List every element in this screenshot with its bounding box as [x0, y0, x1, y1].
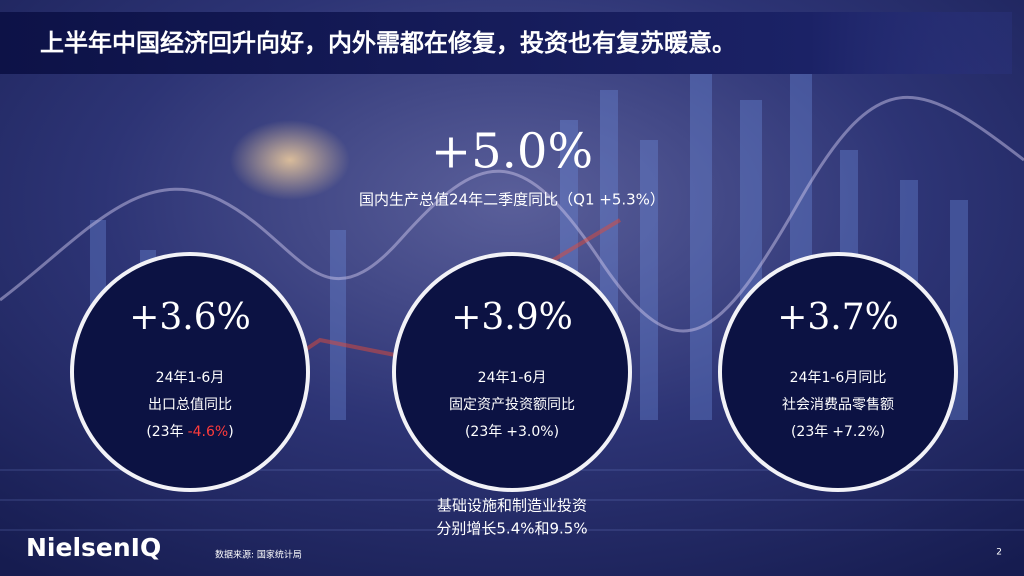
logo: NielsenIQ — [26, 533, 161, 562]
stat-comparison: (23年 +3.0%) — [465, 424, 559, 440]
page-number: 2 — [996, 548, 1002, 558]
comparison-figure: +3.0% — [506, 424, 553, 440]
stat-comparison: (23年 +7.2%) — [791, 424, 885, 440]
background-curve — [0, 95, 1024, 333]
stat-value: +3.9% — [451, 297, 573, 338]
title-bar — [0, 12, 1012, 74]
comparison-figure: +7.2% — [832, 424, 879, 440]
stat-line: 出口总值同比 — [148, 397, 232, 413]
stat-line: 24年1-6月 — [478, 370, 547, 386]
comparison-suffix: ) — [880, 424, 885, 440]
headline-value: +5.0% — [431, 124, 593, 180]
stat-line: 24年1-6月同比 — [790, 370, 887, 386]
background-glow — [230, 120, 350, 200]
stat-value: +3.7% — [777, 297, 899, 338]
note-line: 分别增长5.4%和9.5% — [436, 520, 587, 538]
comparison-suffix: ) — [554, 424, 559, 440]
headline-label: 国内生产总值24年二季度同比（Q1 +5.3%） — [359, 191, 665, 209]
stat-line: 社会消费品零售额 — [782, 397, 894, 413]
source: 数据来源: 国家统计局 — [215, 549, 302, 561]
comparison-figure: -4.6% — [188, 424, 229, 440]
stat-value: +3.6% — [129, 297, 251, 338]
slide-title: 上半年中国经济回升向好，内外需都在修复，投资也有复苏暖意。 — [40, 29, 736, 57]
comparison-prefix: (23年 — [791, 424, 828, 440]
comparison-prefix: (23年 — [465, 424, 502, 440]
stat-comparison: (23年 -4.6%) — [146, 424, 233, 440]
stat-line: 固定资产投资额同比 — [449, 397, 575, 413]
comparison-suffix: ) — [228, 424, 233, 440]
comparison-prefix: (23年 — [146, 424, 183, 440]
stat-circle — [718, 252, 958, 492]
stat-circle — [392, 252, 632, 492]
note-line: 基础设施和制造业投资 — [437, 497, 587, 515]
stat-circle — [70, 252, 310, 492]
stat-line: 24年1-6月 — [156, 370, 225, 386]
